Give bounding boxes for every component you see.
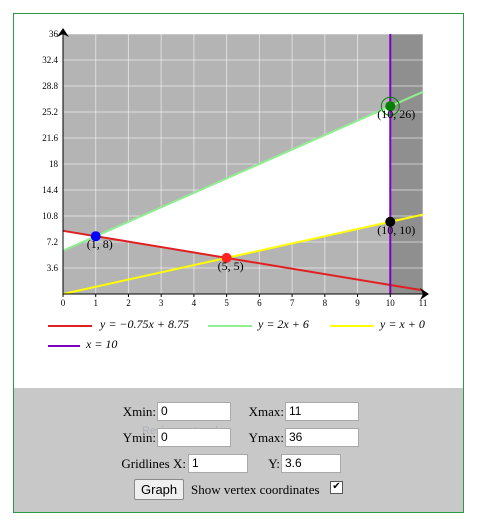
y-axis-arrow-icon	[57, 28, 69, 37]
controls-panel: Resize rectangle Xmin: 0 Xmax: 11 Ymin: …	[14, 388, 463, 512]
legend-label-yellow: y = x + 0	[380, 317, 425, 331]
vertex-point	[221, 252, 232, 263]
y-tick-label: 36	[49, 29, 59, 39]
vertex-point	[385, 101, 396, 112]
legend-label-purple: x = 10	[86, 337, 118, 351]
x-tick-label: 11	[419, 298, 428, 308]
x-tick-label: 0	[61, 298, 66, 308]
x-tick-label: 2	[126, 298, 131, 308]
x-tick-label: 4	[192, 298, 197, 308]
x-tick-label: 6	[257, 298, 262, 308]
y-tick-label: 25.2	[42, 107, 58, 117]
xmax-label: Xmax:	[248, 404, 284, 419]
xmax-input[interactable]: 11	[285, 402, 359, 421]
xmin-input[interactable]: 0	[157, 402, 231, 421]
ymax-input[interactable]: 36	[285, 428, 359, 447]
x-tick-label: 7	[290, 298, 295, 308]
y-tick-label: 3.6	[47, 263, 59, 273]
vertex-checkbox-label: Show vertex coordinates	[191, 482, 320, 497]
ymin-label: Ymin:	[122, 430, 156, 445]
series-line-yellow	[62, 213, 424, 295]
x-tick-label: 9	[355, 298, 360, 308]
legend-swatch-yellow	[330, 325, 374, 327]
y-tick-label: 14.4	[42, 185, 58, 195]
y-tick-label: 7.2	[47, 237, 58, 247]
vertex-point	[90, 231, 101, 242]
x-tick-label: 1	[93, 298, 98, 308]
gridlines-y-label: Y:	[268, 456, 280, 471]
gridlines-x-input[interactable]: 1	[188, 454, 248, 473]
plot-area[interactable]: 0 1 2 3 4 5 6 7 8 9 10 11 3.6 7.2 10.8 14.4 18 21.6 25.2 28…	[14, 14, 463, 324]
xmin-label: Xmin:	[122, 404, 156, 419]
legend-swatch-red	[48, 325, 92, 327]
y-tick-label: 10.8	[42, 211, 58, 221]
vertex-highlight-ring	[380, 96, 400, 116]
gridlines-y-input[interactable]: 3.6	[281, 454, 341, 473]
ymin-input[interactable]: 0	[157, 428, 231, 447]
x-tick-label: 10	[386, 298, 396, 308]
series-line-red	[62, 229, 424, 292]
vertex-label: (5, 5)	[218, 259, 244, 273]
vertex-point	[385, 216, 396, 227]
vertex-label: (10, 26)	[377, 107, 415, 121]
legend-label-green: y = 2x + 6	[258, 317, 309, 331]
vertex-label: (1, 8)	[87, 237, 113, 251]
legend-swatch-purple	[48, 345, 80, 347]
vertex-label: (10, 10)	[377, 223, 415, 237]
x-tick-label: 5	[224, 298, 229, 308]
x-tick-label: 8	[323, 298, 328, 308]
y-tick-label: 18	[49, 159, 59, 169]
gridlines-x-label: Gridlines X:	[121, 456, 186, 471]
graph-button[interactable]: Graph	[134, 479, 185, 500]
series-line-green	[62, 90, 424, 252]
y-tick-label: 28.8	[42, 81, 58, 91]
graph-widget: 0 1 2 3 4 5 6 7 8 9 10 11 3.6 7.2 10.8 14.4 18 21.6 25.2 28…	[13, 13, 464, 513]
legend-swatch-green	[208, 325, 252, 327]
x-tick-label: 3	[159, 298, 164, 308]
x-axis-arrow-icon	[420, 288, 429, 300]
ymax-label: Ymax:	[248, 430, 284, 445]
legend-label-red: y = −0.75x + 8.75	[100, 317, 189, 331]
y-tick-label: 32.4	[42, 55, 58, 65]
vertex-checkbox[interactable]: ✔	[330, 481, 343, 494]
y-tick-label: 21.6	[42, 133, 58, 143]
